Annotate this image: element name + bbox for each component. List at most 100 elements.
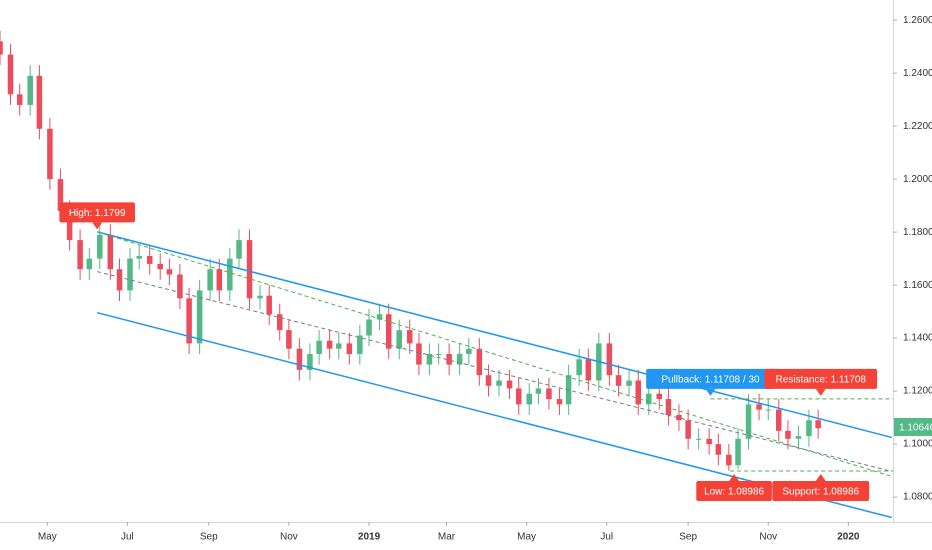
candle-body	[0, 41, 3, 55]
candle-body	[806, 420, 812, 437]
candle-body	[376, 314, 383, 320]
x-tick-label: May	[517, 532, 536, 543]
candle-body	[576, 359, 582, 376]
candle-body	[385, 314, 392, 349]
candle-body	[166, 269, 173, 275]
x-tick-label: Nov	[280, 532, 298, 543]
candle-body	[146, 255, 153, 264]
candle-body	[276, 314, 283, 331]
candle-body	[645, 393, 652, 405]
y-tick-label: 1.16000	[903, 280, 932, 291]
annotation: Pullback: 1.11708 / 30	[646, 368, 775, 396]
candle-body	[136, 255, 142, 259]
candle-body	[785, 430, 791, 439]
candle-body	[66, 210, 73, 241]
annotation-label: Low: 1.08986	[704, 487, 764, 498]
candle-body	[207, 269, 213, 291]
last-price-label: 1.10646	[899, 423, 932, 434]
y-tick-label: 1.08000	[903, 492, 932, 503]
candle-body	[656, 393, 663, 400]
x-tick-label: Sep	[200, 532, 218, 543]
candle-body	[485, 375, 492, 386]
candle-body	[506, 380, 513, 389]
candle-body	[177, 274, 183, 299]
candle-body	[326, 340, 333, 349]
candle-body	[36, 75, 43, 129]
candle-body	[366, 319, 372, 336]
candle-body	[546, 388, 552, 400]
candle-body	[676, 414, 682, 421]
annotation-label: Pullback: 1.11708 / 30	[661, 374, 760, 385]
candle-body	[357, 335, 363, 355]
trendline	[97, 231, 892, 477]
candle-body	[47, 128, 53, 180]
candle-body	[107, 234, 114, 270]
annotation-box	[772, 480, 870, 501]
annotation-label: Support: 1.08986	[782, 487, 859, 498]
candle-body	[257, 295, 263, 299]
candle-body	[216, 269, 223, 291]
candle-body	[466, 348, 472, 355]
annotation-box	[59, 202, 135, 223]
candle-body	[435, 354, 442, 356]
candle-body	[186, 298, 192, 344]
candle-body	[446, 354, 452, 365]
y-tick-label: 1.26000	[903, 15, 932, 26]
candle-body	[735, 438, 741, 466]
candle-body	[396, 330, 402, 349]
candle-body	[86, 258, 93, 270]
candle-body	[316, 340, 322, 355]
annotation-pointer	[815, 473, 826, 481]
candle-body	[526, 393, 532, 405]
annotation-label: Resistance: 1.11708	[776, 374, 867, 385]
candle-body	[77, 240, 83, 270]
candle-body	[286, 330, 292, 349]
candle-body	[556, 399, 563, 405]
x-tick-label: 2019	[358, 532, 381, 543]
candle-body	[27, 75, 33, 105]
annotation-pointer	[705, 388, 716, 396]
x-tick-label: 2020	[837, 532, 860, 543]
candle-body	[246, 240, 253, 299]
candle-body	[695, 438, 702, 440]
x-tick-label: May	[38, 532, 57, 543]
candle-body	[515, 388, 522, 405]
candle-body	[406, 330, 413, 344]
x-tick-label: Nov	[759, 532, 777, 543]
candle-body	[815, 420, 821, 429]
y-tick-label: 1.14000	[903, 333, 932, 344]
x-tick-label: Mar	[438, 532, 456, 543]
candle-body	[715, 444, 722, 455]
annotation-box	[696, 480, 772, 501]
candle-body	[196, 290, 203, 344]
y-tick-label: 1.12000	[903, 386, 932, 397]
candle-body	[116, 269, 123, 291]
candle-body	[795, 436, 802, 439]
candle-body	[476, 348, 483, 376]
channel-midline	[97, 271, 892, 472]
candle-body	[296, 348, 303, 370]
annotation: Support: 1.08986	[772, 473, 870, 501]
candle-body	[756, 404, 762, 410]
candle-body	[606, 343, 613, 376]
candle-body	[97, 234, 103, 259]
candle-body	[7, 54, 14, 95]
x-tick-label: Sep	[679, 532, 697, 543]
candle-body	[706, 438, 712, 445]
annotation: Resistance: 1.11708	[764, 368, 878, 396]
annotation-box	[764, 368, 878, 389]
candle-body	[775, 409, 782, 431]
candle-body	[585, 359, 592, 381]
candle-body	[726, 454, 732, 466]
candle-body	[635, 380, 641, 405]
annotation: High: 1.1799	[59, 202, 135, 230]
candle-body	[535, 388, 542, 394]
y-tick-label: 1.20000	[903, 174, 932, 185]
y-tick-label: 1.24000	[903, 68, 932, 79]
candle-body	[16, 94, 23, 105]
candle-body	[127, 258, 133, 291]
candle-body	[416, 343, 422, 365]
candle-body	[765, 409, 772, 411]
